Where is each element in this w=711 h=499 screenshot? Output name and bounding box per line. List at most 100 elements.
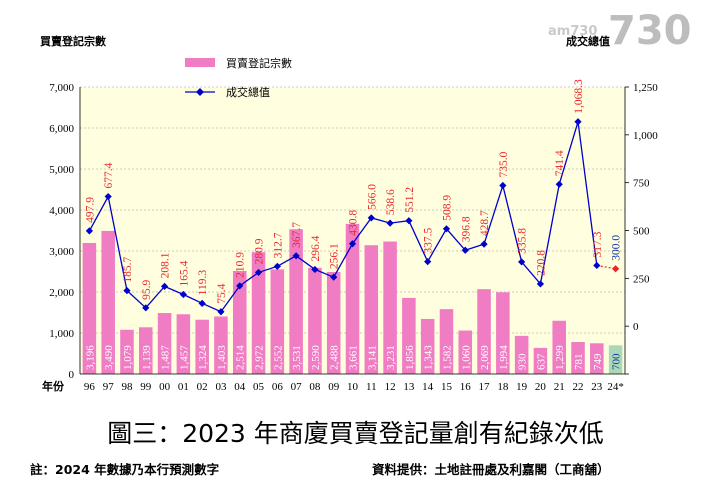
bar-value-label: 1,582 — [441, 345, 453, 370]
x-tick-label: 13 — [403, 381, 415, 393]
bar — [139, 327, 153, 374]
x-tick-label: 03 — [215, 381, 227, 393]
line-value-label: 677.4 — [103, 162, 115, 188]
line-point — [179, 290, 187, 299]
bar-value-label: 1,487 — [160, 345, 172, 370]
line-value-label: 296.4 — [310, 235, 322, 261]
bar-value-label: 3,490 — [103, 345, 115, 370]
line-value-label: 735.0 — [498, 151, 510, 177]
line-value-label: 508.9 — [441, 195, 453, 221]
bar — [120, 329, 134, 374]
bar-value-label: 1,299 — [554, 345, 566, 370]
right-tick-label: 750 — [633, 178, 650, 190]
left-tick-label: 0 — [69, 369, 75, 381]
legend: 買賣登記宗數 成交總值 — [185, 56, 292, 99]
left-tick-label: 5,000 — [49, 164, 74, 176]
line-value-label: 256.1 — [329, 243, 341, 269]
bar-value-label: 3,196 — [84, 345, 96, 370]
line-point — [424, 257, 432, 266]
left-tick-label: 2,000 — [49, 287, 74, 299]
line-value-label: 337.5 — [423, 227, 435, 253]
line-point — [254, 268, 263, 277]
line-value-label: 300.0 — [611, 235, 623, 261]
line-value-label: 551.2 — [404, 187, 416, 213]
line-point — [405, 217, 413, 225]
bar — [458, 330, 473, 374]
legend-bar-swatch — [185, 58, 215, 67]
line-point — [198, 299, 206, 307]
bar — [289, 229, 303, 374]
line-point — [348, 240, 357, 248]
line-point — [367, 214, 375, 222]
line-point — [386, 219, 394, 227]
bar-value-label: 1,079 — [122, 345, 134, 370]
line-value-label: 497.9 — [84, 197, 96, 223]
left-tick-label: 1,000 — [49, 328, 74, 340]
x-tick-label: 14 — [422, 381, 434, 393]
line-value-label: 1,068.3 — [573, 79, 585, 114]
line-point — [574, 118, 582, 126]
right-tick-label: 500 — [633, 226, 650, 238]
value-line — [88, 121, 598, 313]
bar — [232, 270, 247, 374]
bar-value-label: 2,590 — [310, 345, 322, 370]
line-point — [330, 273, 338, 281]
line-value-label: 75.4 — [216, 283, 228, 303]
x-tick-label: 19 — [516, 381, 528, 393]
line-value-label: 335.8 — [517, 228, 529, 254]
left-tick-label: 6,000 — [49, 123, 74, 135]
line-point — [311, 265, 319, 274]
bar-value-label: 2,514 — [235, 345, 247, 370]
line-value-label: 280.9 — [254, 238, 266, 264]
bar-value-label: 930 — [517, 353, 529, 370]
line-value-label: 430.8 — [348, 210, 360, 236]
bar — [251, 252, 266, 374]
line-value-label: 317.3 — [592, 231, 604, 257]
x-tick-label: 10 — [347, 381, 359, 393]
line-point — [160, 282, 169, 290]
x-tick-label: 08 — [309, 381, 321, 393]
x-tick-label: 17 — [479, 381, 491, 393]
line-value-label: 312.7 — [272, 232, 284, 258]
bar-value-label: 1,403 — [216, 345, 228, 370]
line-point — [555, 180, 563, 188]
bar — [571, 341, 585, 374]
left-axis-label: 買賣登記宗數 — [40, 34, 106, 48]
legend-line-label: 成交總值 — [226, 85, 270, 99]
x-tick-label: 20 — [535, 381, 547, 393]
line-point — [104, 192, 112, 201]
line-value-label: 220.8 — [535, 250, 547, 276]
bar-value-label: 2,488 — [329, 345, 341, 370]
x-tick-label: 04 — [234, 381, 246, 393]
x-tick-label: 01 — [178, 381, 189, 393]
bar — [364, 245, 379, 374]
bar — [176, 314, 191, 374]
line-point — [480, 240, 488, 248]
bar — [383, 241, 397, 374]
bar — [608, 345, 623, 374]
bar — [101, 230, 115, 374]
line-value-label: 538.6 — [385, 189, 397, 215]
bar — [533, 347, 548, 374]
x-tick-label: 22 — [573, 381, 584, 393]
line-value-label: 185.7 — [122, 257, 134, 283]
line-value-label: 428.7 — [479, 210, 491, 236]
x-tick-label: 15 — [441, 381, 453, 393]
line-value-label: 210.9 — [235, 252, 247, 278]
figure-caption: 圖三：2023 年商廈買賣登記量創有紀錄次低 — [107, 419, 604, 448]
bar-value-label: 2,069 — [479, 345, 491, 370]
line-point — [499, 181, 507, 190]
line-value-label: 208.1 — [160, 252, 172, 278]
line-point — [273, 262, 281, 270]
bar — [590, 343, 604, 374]
line-point — [612, 265, 620, 273]
bar — [214, 316, 228, 374]
bar — [326, 271, 341, 374]
right-axis-label: 成交總值 — [566, 34, 610, 48]
x-tick-label: 07 — [291, 381, 303, 393]
bar-value-label: 3,141 — [366, 345, 378, 370]
bar — [345, 223, 360, 374]
x-tick-label: 16 — [460, 381, 472, 393]
right-tick-label: 1,000 — [633, 130, 658, 142]
x-tick-label: 23 — [591, 381, 603, 393]
